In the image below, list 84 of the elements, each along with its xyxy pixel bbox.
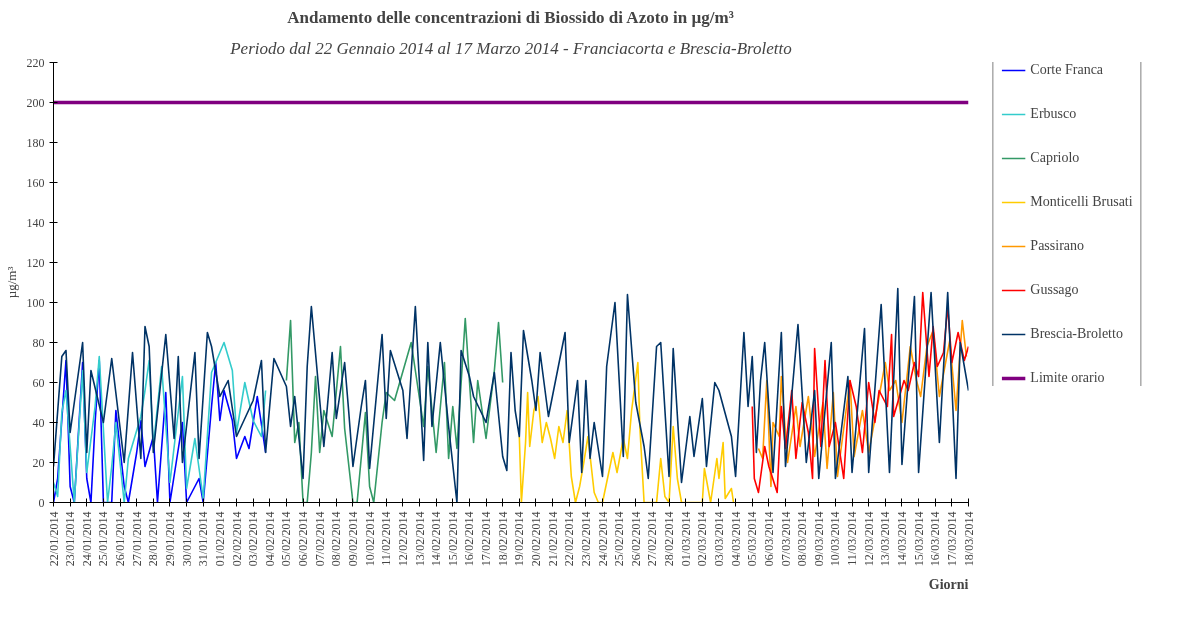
x-tick-label: 01/02/2014	[212, 511, 227, 567]
legend-label: Passirano	[1030, 237, 1085, 255]
x-tick-label: 13/02/2014	[412, 511, 427, 567]
x-tick-label: 07/02/2014	[312, 511, 327, 567]
x-tick-label: 17/03/2014	[944, 511, 959, 567]
x-tick-label: 04/03/2014	[728, 511, 743, 567]
legend-label: Brescia-Broletto	[1030, 325, 1123, 343]
y-tick-label: 40	[32, 415, 45, 430]
x-tick-label: 24/01/2014	[79, 511, 94, 567]
x-tick-label: 03/02/2014	[246, 511, 261, 567]
x-tick-label: 23/01/2014	[63, 511, 78, 567]
x-tick-label: 01/03/2014	[678, 511, 693, 567]
chart-title: Andamento delle concentrazioni di Biossido di Azoto in µg/m³	[287, 7, 734, 27]
x-tick-label: 16/02/2014	[462, 511, 477, 567]
x-tick-label: 26/02/2014	[628, 511, 643, 567]
x-tick-label: 17/02/2014	[479, 511, 494, 567]
x-tick-label: 31/01/2014	[196, 511, 211, 567]
x-axis-title: Giorni	[928, 576, 969, 592]
x-tick-label: 10/03/2014	[828, 511, 843, 567]
legend-label: Erbusco	[1030, 105, 1077, 123]
x-tick-label: 11/02/2014	[379, 511, 394, 566]
y-tick-label: 100	[26, 295, 45, 310]
x-tick-label: 09/03/2014	[811, 511, 826, 567]
x-tick-label: 18/03/2014	[961, 511, 976, 567]
legend-label: Monticelli Brusati	[1030, 193, 1133, 211]
x-tick-label: 30/01/2014	[179, 511, 194, 567]
legend-label: Gussago	[1030, 281, 1079, 299]
x-tick-label: 07/03/2014	[778, 511, 793, 567]
x-tick-label: 14/02/2014	[429, 511, 444, 567]
x-tick-label: 12/03/2014	[861, 511, 876, 567]
x-tick-label: 08/02/2014	[329, 511, 344, 567]
y-tick-label: 0	[38, 495, 45, 510]
line-series	[518, 361, 735, 503]
x-tick-label: 10/02/2014	[362, 511, 377, 567]
y-tick-label: 140	[26, 215, 45, 230]
x-tick-label: 27/02/2014	[645, 511, 660, 567]
y-tick-label: 80	[32, 335, 45, 350]
x-tick-label: 28/01/2014	[146, 511, 161, 567]
line-series	[285, 317, 504, 503]
x-tick-label: 02/03/2014	[695, 511, 710, 567]
x-tick-label: 21/02/2014	[545, 511, 560, 567]
y-tick-label: 160	[26, 175, 45, 190]
x-tick-label: 24/02/2014	[595, 511, 610, 567]
x-tick-label: 22/01/2014	[46, 511, 61, 567]
x-tick-label: 03/03/2014	[711, 511, 726, 567]
line-series	[757, 319, 968, 488]
x-tick-label: 26/01/2014	[113, 511, 128, 567]
y-axis-title: µg/m³	[3, 266, 19, 299]
y-tick-label: 200	[26, 95, 45, 110]
y-tick-label: 120	[26, 255, 45, 270]
x-tick-label: 20/02/2014	[528, 511, 543, 567]
x-tick-label: 15/03/2014	[911, 511, 926, 567]
x-tick-label: 06/02/2014	[296, 511, 311, 567]
x-tick-label: 25/02/2014	[612, 511, 627, 567]
chart-subtitle: Periodo dal 22 Gennaio 2014 al 17 Marzo 2014 - Franciacorta e Brescia-Broletto	[229, 38, 792, 58]
y-tick-label: 60	[32, 375, 45, 390]
x-tick-label: 28/02/2014	[662, 511, 677, 567]
x-tick-label: 23/02/2014	[578, 511, 593, 567]
x-tick-label: 15/02/2014	[445, 511, 460, 567]
y-tick-label: 220	[26, 55, 45, 70]
legend-label: Capriolo	[1030, 149, 1080, 167]
x-tick-label: 13/03/2014	[878, 511, 893, 567]
line-series	[751, 291, 969, 494]
x-tick-label: 08/03/2014	[795, 511, 810, 567]
x-tick-label: 05/03/2014	[745, 511, 760, 567]
x-tick-label: 19/02/2014	[512, 511, 527, 567]
x-tick-label: 09/02/2014	[345, 511, 360, 567]
legend-label: Limite orario	[1030, 369, 1105, 387]
x-tick-label: 12/02/2014	[395, 511, 410, 567]
x-tick-label: 16/03/2014	[928, 511, 943, 567]
x-tick-label: 11/03/2014	[845, 511, 860, 566]
x-tick-label: 06/03/2014	[761, 511, 776, 567]
x-tick-label: 14/03/2014	[894, 511, 909, 567]
x-tick-label: 04/02/2014	[262, 511, 277, 567]
x-tick-label: 18/02/2014	[495, 511, 510, 567]
legend-label: Corte Franca	[1030, 61, 1104, 79]
x-tick-label: 25/01/2014	[96, 511, 111, 567]
x-tick-label: 22/02/2014	[562, 511, 577, 567]
x-tick-label: 02/02/2014	[229, 511, 244, 567]
x-tick-label: 27/01/2014	[129, 511, 144, 567]
x-tick-label: 05/02/2014	[279, 511, 294, 567]
y-tick-label: 180	[26, 135, 45, 150]
x-tick-label: 29/01/2014	[162, 511, 177, 567]
y-tick-label: 20	[32, 455, 45, 470]
